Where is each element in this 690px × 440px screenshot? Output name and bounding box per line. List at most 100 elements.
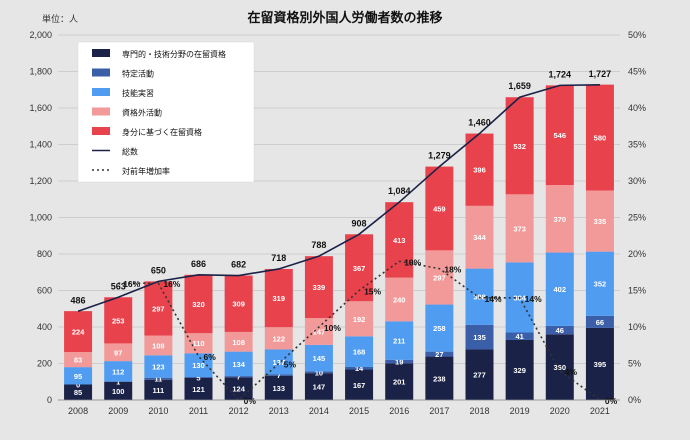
bar-value-label: 344 [473, 233, 486, 242]
bar-segment [585, 251, 614, 316]
bar-value-label: 83 [74, 356, 82, 365]
legend: 専門的・技術分野の在留資格特定活動技能実習資格外活動身分に基づく在留資格総数対前… [77, 41, 255, 183]
bar-value-label: 130 [192, 361, 205, 370]
bar-segment [264, 375, 293, 400]
bar-segment [545, 325, 574, 335]
bar-value-label: 133 [273, 384, 286, 393]
bar-value-label: 459 [433, 204, 446, 213]
bar-value-label: 122 [273, 334, 286, 343]
bar-value-label: 360 [554, 363, 567, 372]
legend-swatch [92, 88, 110, 96]
legend-label: 対前年増加率 [122, 166, 170, 176]
y-right-tick-label: 30% [628, 176, 646, 186]
growth-value-label: 16% [163, 279, 180, 289]
total-line [77, 84, 600, 313]
bar-segment [144, 379, 173, 400]
x-tick-label: 2013 [269, 406, 289, 416]
bar-segment [304, 256, 333, 319]
bar-value-label: 95 [74, 372, 82, 381]
bar-value-label: 11 [154, 375, 162, 384]
bar-segment [184, 274, 213, 334]
legend-swatch [92, 127, 110, 135]
bar-value-label: 309 [232, 300, 245, 309]
bar-value-label: 370 [554, 215, 567, 224]
bar-value-label: 19 [395, 358, 403, 367]
growth-value-label: 0% [605, 396, 618, 406]
total-value-label: 486 [71, 295, 86, 305]
bar-segment [385, 277, 414, 322]
growth-value-label: 4% [565, 367, 578, 377]
bar-segment [104, 361, 133, 382]
bar-value-label: 5 [196, 373, 200, 382]
total-value-label: 908 [352, 218, 367, 228]
y-right-tick-label: 25% [628, 213, 646, 223]
chart-title: 在留資格別外国人労働者数の推移 [247, 10, 442, 26]
bar-value-label: 335 [594, 217, 607, 226]
bar-segment [585, 84, 614, 191]
legend-swatch [92, 107, 110, 116]
legend-label: 技能実習 [122, 88, 154, 98]
y-right-tick-label: 35% [628, 140, 646, 150]
y-right-tick-label: 5% [628, 359, 641, 369]
bar-segment [345, 336, 374, 367]
growth-value-label: 0% [244, 396, 257, 406]
y-left-tick-label: 0 [47, 395, 52, 405]
bar-segment [64, 311, 93, 353]
bar-segment [104, 381, 133, 400]
bar-value-label: 211 [393, 337, 405, 346]
bar-segment [505, 194, 534, 263]
legend-label: 専門的・技術分野の在留資格 [122, 49, 226, 59]
bar-segment [505, 97, 534, 195]
bar-segment [345, 369, 374, 400]
bar-value-label: 97 [114, 348, 122, 357]
total-value-label: 1,727 [589, 69, 612, 79]
bar-segment [104, 297, 133, 344]
bar-value-label: 258 [433, 324, 446, 333]
bar-segment [385, 321, 414, 360]
y-left-tick-label: 2,000 [29, 30, 52, 40]
x-tick-label: 2008 [68, 406, 88, 416]
bar-value-label: 46 [556, 326, 564, 335]
bar-segment [304, 373, 333, 400]
bar-segment [264, 327, 293, 350]
total-value-label: 1,659 [508, 81, 531, 91]
bar-value-label: 396 [473, 166, 486, 175]
bar-value-label: 121 [192, 385, 205, 394]
bar-value-label: 7 [277, 371, 281, 380]
y-right-tick-label: 0% [628, 395, 641, 405]
growth-value-label: 14% [485, 294, 502, 304]
y-left-tick-label: 1,200 [29, 176, 52, 186]
bar-segment [64, 384, 93, 400]
bar-value-label: 339 [313, 283, 326, 292]
bar-value-label: 1 [116, 378, 120, 387]
bar-segment [345, 301, 374, 337]
bar-segment [545, 185, 574, 253]
x-tick-label: 2020 [550, 406, 570, 416]
bar-segment [425, 356, 454, 400]
bar-value-label: 320 [192, 300, 205, 309]
bar-value-label: 167 [353, 381, 366, 390]
bar-value-label: 253 [112, 316, 125, 325]
y-left-tick-label: 1,400 [29, 140, 52, 150]
bar-segment [304, 318, 333, 345]
total-value-label: 1,724 [549, 69, 572, 79]
bar-value-label: 147 [313, 327, 326, 336]
bar-value-label: 10 [315, 368, 323, 377]
y-left-tick-label: 1,800 [29, 67, 52, 77]
bar-segment [224, 331, 253, 352]
growth-value-label: 6% [204, 352, 217, 362]
y-right-axis: 0% 5% 10% 15% 20% 25% 30% 35% 40% 45% 50% [628, 30, 646, 405]
bar-value-label: 532 [513, 142, 526, 151]
y-right-tick-label: 20% [628, 249, 646, 259]
bar-value-label: 7 [237, 373, 241, 382]
bar-value-label: 110 [192, 339, 204, 348]
bar-segment [385, 363, 414, 400]
bar-segment [184, 333, 213, 354]
bar-value-label: 297 [152, 304, 165, 313]
growth-value-label: 10% [324, 323, 341, 333]
bar-segment [304, 371, 333, 374]
bar-value-label: 124 [232, 385, 245, 394]
bar-segment [345, 366, 374, 370]
growth-value-label: 18% [444, 265, 461, 275]
